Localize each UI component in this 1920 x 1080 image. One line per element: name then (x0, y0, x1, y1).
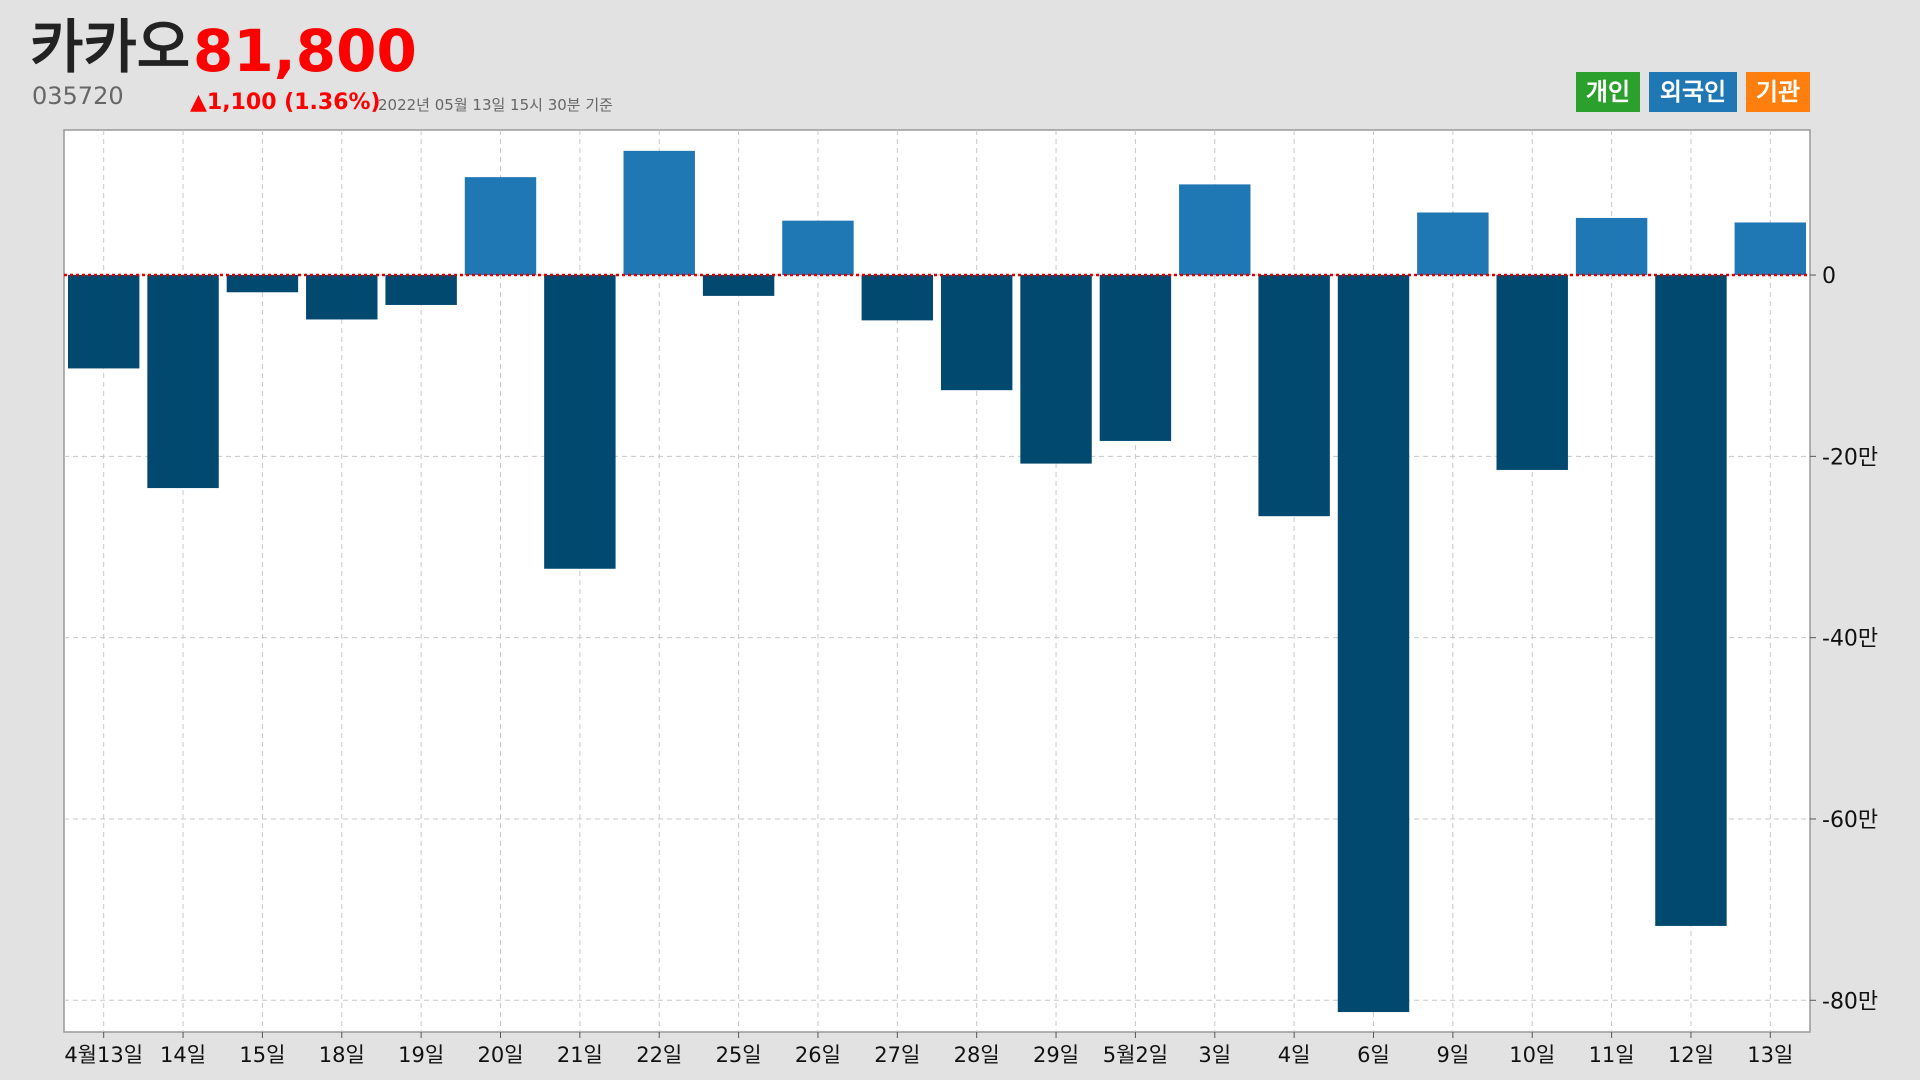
bar (544, 275, 616, 569)
x-tick-label: 6일 (1357, 1043, 1390, 1067)
x-tick-label: 29일 (1033, 1043, 1079, 1067)
x-tick-label: 28일 (954, 1043, 1000, 1067)
x-tick-label: 19일 (398, 1043, 444, 1067)
x-tick-label: 21일 (557, 1043, 603, 1067)
bar (1099, 275, 1172, 441)
legend-foreign-button[interactable]: 외국인 (1649, 72, 1737, 112)
x-tick-label: 12일 (1668, 1043, 1714, 1067)
x-tick-label: 18일 (319, 1043, 365, 1067)
x-tick-label: 14일 (160, 1043, 206, 1067)
x-tick-label: 9일 (1437, 1043, 1470, 1067)
bar (385, 275, 457, 305)
y-tick-label: -60만 (1822, 808, 1878, 833)
bar (1734, 222, 1807, 276)
x-tick-label: 3일 (1198, 1043, 1231, 1067)
y-tick-label: 0 (1822, 264, 1836, 289)
y-tick-label: -80만 (1822, 989, 1878, 1014)
x-tick-label: 11일 (1589, 1043, 1635, 1067)
bar (1496, 275, 1568, 470)
bar (702, 275, 775, 296)
bar (940, 275, 1013, 391)
price-change: ▲1,100 (1.36%) (190, 90, 381, 115)
bar (782, 220, 854, 276)
x-tick-label: 13일 (1747, 1043, 1793, 1067)
x-tick-label: 20일 (477, 1043, 523, 1067)
bar (67, 275, 140, 369)
bar (147, 275, 219, 489)
stock-code: 035720 (32, 82, 124, 110)
x-tick-label: 25일 (716, 1043, 762, 1067)
bar (1020, 275, 1092, 464)
timestamp: 2022년 05월 13일 15시 30분 기준 (378, 96, 613, 114)
x-tick-label: 26일 (795, 1043, 841, 1067)
x-tick-label: 15일 (239, 1043, 285, 1067)
y-tick-label: -20만 (1822, 445, 1878, 470)
bar (306, 275, 378, 320)
bar (1655, 275, 1727, 926)
x-tick-label: 5월2일 (1103, 1043, 1168, 1067)
bar (1417, 212, 1489, 276)
legend-institution-button[interactable]: 기관 (1746, 72, 1810, 112)
bar (1258, 275, 1330, 517)
bar (464, 177, 537, 276)
x-tick-label: 10일 (1509, 1043, 1555, 1067)
current-price: 81,800 (193, 17, 417, 85)
bar (1179, 184, 1251, 276)
x-tick-label: 22일 (636, 1043, 682, 1067)
bar (1337, 275, 1410, 1013)
x-tick-label: 4일 (1278, 1043, 1311, 1067)
x-tick-label: 4월13일 (64, 1043, 143, 1067)
bar (226, 275, 299, 293)
plot-area (63, 129, 1811, 1033)
bar (623, 150, 695, 276)
bar (1575, 217, 1648, 276)
legend-individual-button[interactable]: 개인 (1576, 72, 1640, 112)
x-tick-label: 27일 (874, 1043, 920, 1067)
y-tick-label: -40만 (1822, 627, 1878, 652)
bar (861, 275, 934, 321)
company-name: 카카오 (30, 13, 191, 81)
